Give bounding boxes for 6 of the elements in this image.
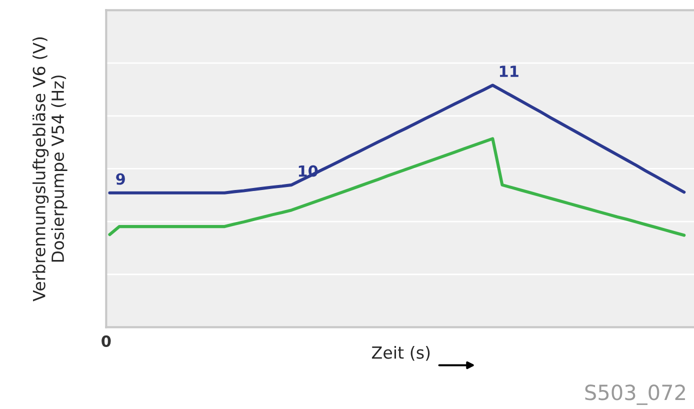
y-axis-title: Verbrennungsluftgebläse V6 (V) Dosierpumpe V54 (Hz) bbox=[32, 37, 68, 302]
text: 0 bbox=[102, 335, 111, 347]
text: 11 bbox=[500, 66, 518, 77]
text: S503_072 bbox=[585, 384, 685, 405]
annotation: 9 bbox=[116, 173, 125, 185]
x-axis-title: Zeit (s) bbox=[372, 346, 430, 361]
